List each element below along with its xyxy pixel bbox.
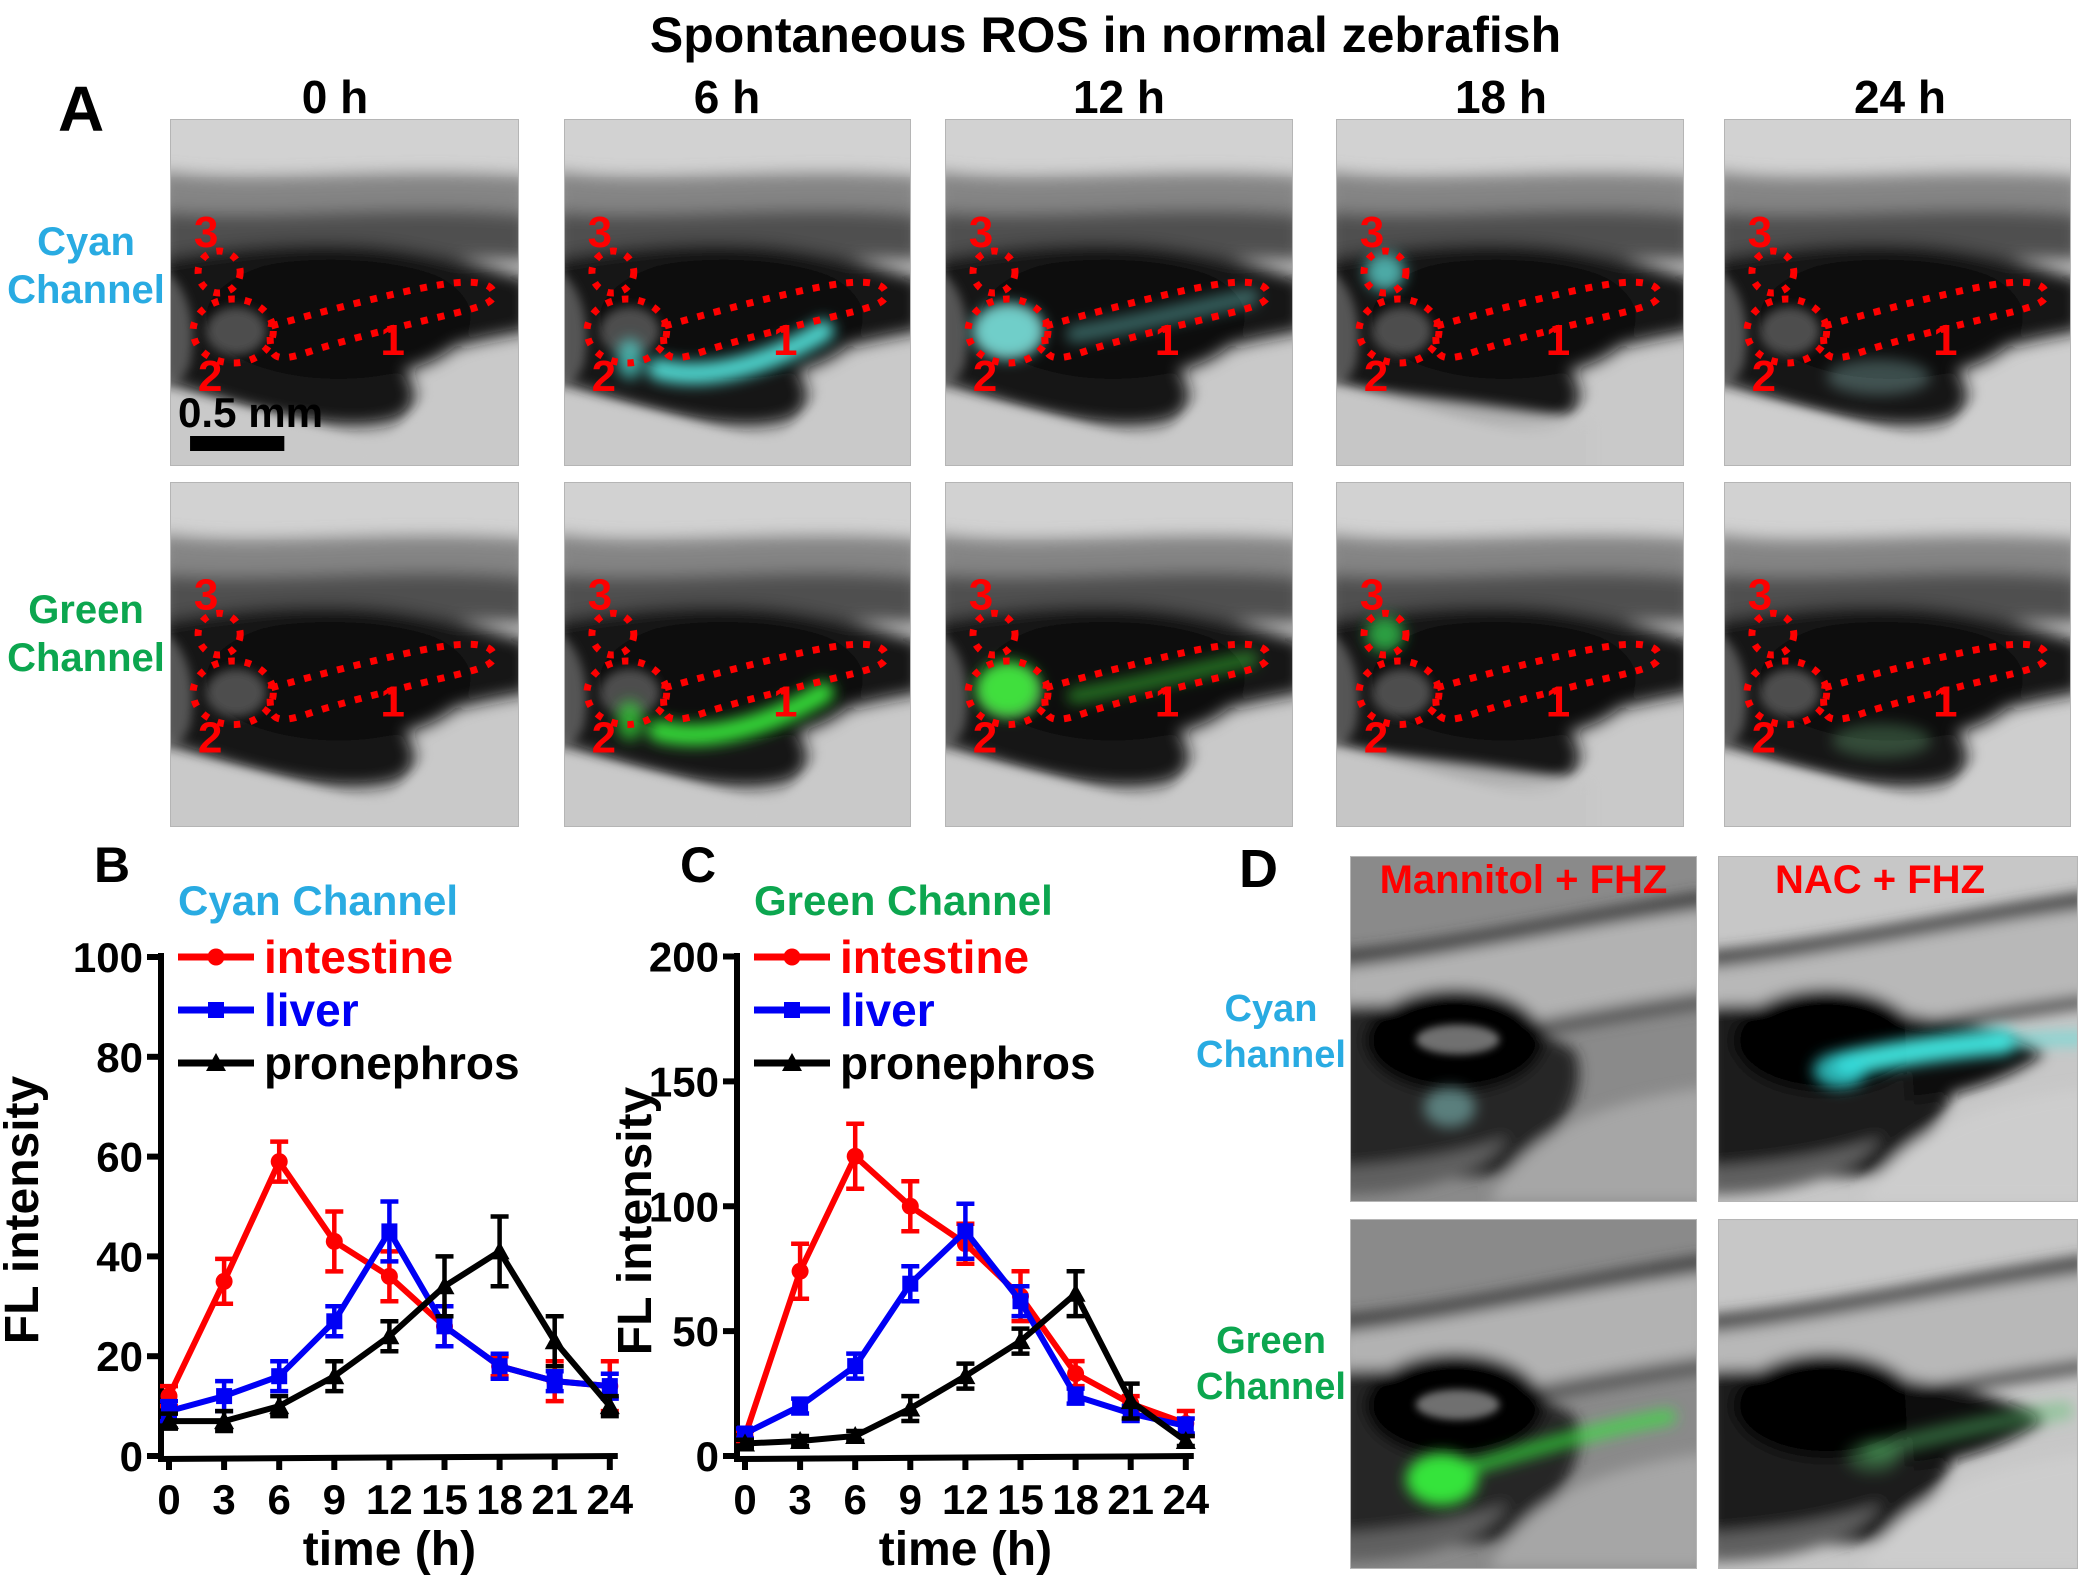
svg-text:3: 3 — [1748, 208, 1772, 257]
svg-text:2: 2 — [1752, 713, 1776, 762]
svg-text:12: 12 — [366, 1476, 413, 1523]
svg-text:1: 1 — [1933, 316, 1957, 365]
svg-text:3: 3 — [788, 1476, 811, 1523]
svg-text:3: 3 — [588, 208, 612, 257]
svg-text:150: 150 — [649, 1058, 719, 1105]
svg-text:3: 3 — [194, 570, 219, 619]
svg-text:FL intensity: FL intensity — [0, 1075, 49, 1344]
svg-text:1: 1 — [1546, 678, 1570, 727]
svg-text:0.5 mm: 0.5 mm — [178, 389, 323, 436]
svg-text:intestine: intestine — [264, 931, 453, 983]
svg-text:200: 200 — [649, 934, 719, 981]
svg-text:C: C — [680, 837, 716, 893]
svg-text:80: 80 — [96, 1034, 143, 1081]
svg-text:2: 2 — [198, 352, 223, 401]
svg-text:100: 100 — [73, 934, 143, 981]
svg-text:3: 3 — [1748, 570, 1772, 619]
svg-text:24: 24 — [1162, 1476, 1209, 1523]
svg-text:20: 20 — [96, 1333, 143, 1380]
svg-text:6: 6 — [844, 1476, 867, 1523]
svg-text:50: 50 — [672, 1308, 719, 1355]
svg-text:1: 1 — [380, 678, 405, 727]
svg-text:0: 0 — [696, 1433, 719, 1480]
svg-text:2: 2 — [592, 352, 616, 401]
svg-text:1: 1 — [773, 678, 797, 727]
svg-text:3: 3 — [1360, 570, 1384, 619]
svg-text:3: 3 — [212, 1476, 235, 1523]
svg-text:9: 9 — [323, 1476, 346, 1523]
svg-text:6: 6 — [268, 1476, 291, 1523]
svg-text:0: 0 — [733, 1476, 756, 1523]
svg-text:2: 2 — [1752, 352, 1776, 401]
svg-text:2: 2 — [1364, 714, 1388, 763]
svg-text:2: 2 — [973, 714, 997, 763]
svg-text:2: 2 — [592, 713, 616, 762]
svg-text:B: B — [94, 837, 130, 893]
svg-text:9: 9 — [899, 1476, 922, 1523]
svg-text:21: 21 — [531, 1476, 578, 1523]
svg-text:1: 1 — [1933, 678, 1957, 727]
svg-text:2: 2 — [1364, 352, 1388, 401]
svg-text:2: 2 — [973, 352, 997, 401]
svg-text:60: 60 — [96, 1134, 143, 1181]
svg-text:pronephros: pronephros — [840, 1037, 1096, 1089]
svg-text:1: 1 — [1155, 678, 1179, 727]
svg-text:0: 0 — [157, 1476, 180, 1523]
svg-text:18: 18 — [476, 1476, 523, 1523]
svg-text:3: 3 — [588, 570, 612, 619]
svg-text:3: 3 — [969, 208, 993, 257]
svg-text:3: 3 — [194, 208, 219, 257]
svg-text:FL intensity: FL intensity — [609, 1086, 662, 1355]
svg-text:2: 2 — [198, 714, 223, 763]
svg-text:Cyan Channel: Cyan Channel — [178, 877, 458, 924]
svg-text:time (h): time (h) — [303, 1523, 476, 1576]
svg-text:18: 18 — [1052, 1476, 1099, 1523]
svg-text:40: 40 — [96, 1233, 143, 1280]
svg-text:15: 15 — [421, 1476, 468, 1523]
svg-text:21: 21 — [1107, 1476, 1154, 1523]
svg-text:100: 100 — [649, 1183, 719, 1230]
svg-text:0: 0 — [120, 1433, 143, 1480]
svg-text:time (h): time (h) — [879, 1523, 1052, 1576]
svg-text:3: 3 — [969, 570, 993, 619]
svg-text:1: 1 — [1155, 316, 1179, 365]
svg-text:intestine: intestine — [840, 931, 1029, 983]
svg-text:15: 15 — [997, 1476, 1044, 1523]
svg-text:Green Channel: Green Channel — [754, 877, 1053, 924]
svg-text:12: 12 — [942, 1476, 989, 1523]
svg-text:24: 24 — [586, 1476, 633, 1523]
svg-text:liver: liver — [840, 984, 935, 1036]
svg-text:1: 1 — [1546, 316, 1570, 365]
svg-text:1: 1 — [380, 316, 405, 365]
svg-text:liver: liver — [264, 984, 359, 1036]
svg-text:1: 1 — [773, 316, 797, 365]
svg-text:3: 3 — [1360, 208, 1384, 257]
svg-text:pronephros: pronephros — [264, 1037, 520, 1089]
